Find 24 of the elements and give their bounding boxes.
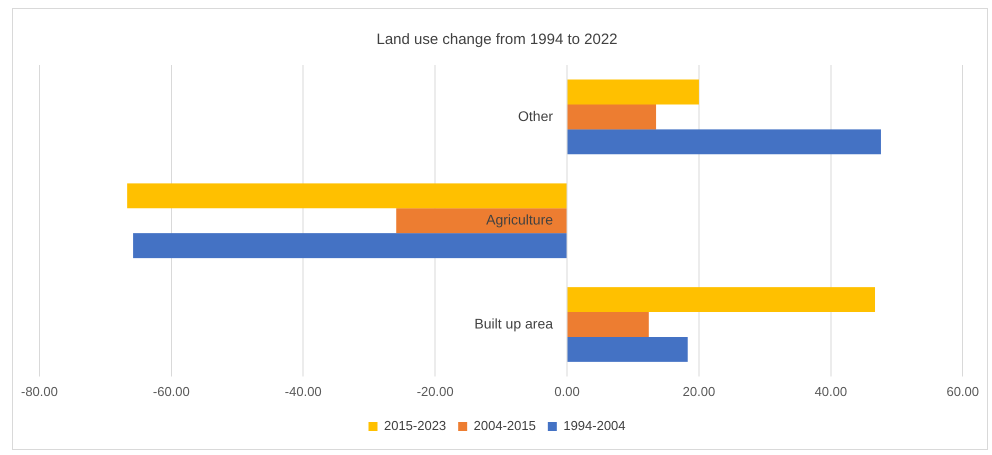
x-tick-label: 60.00 bbox=[946, 384, 980, 399]
x-tick-label: 0.00 bbox=[554, 384, 580, 399]
legend-label: 2004-2015 bbox=[474, 418, 536, 434]
x-tick-label: -80.00 bbox=[20, 384, 58, 399]
chart-title: Land use change from 1994 to 2022 bbox=[376, 31, 618, 48]
y-tick-label: Agriculture bbox=[486, 212, 554, 228]
legend-label: 1994-2004 bbox=[563, 418, 626, 434]
x-tick-label: 40.00 bbox=[814, 384, 848, 399]
bar bbox=[127, 183, 567, 208]
bar bbox=[568, 312, 649, 337]
bar bbox=[568, 104, 656, 130]
y-tick-label: Built up area bbox=[474, 315, 554, 332]
bar bbox=[568, 129, 881, 154]
x-tick-label: -40.00 bbox=[284, 384, 322, 399]
y-tick-label: Other bbox=[518, 108, 554, 124]
bar bbox=[568, 80, 699, 104]
bar bbox=[396, 208, 567, 234]
bar bbox=[568, 287, 876, 312]
x-tick-label: -20.00 bbox=[416, 384, 454, 399]
x-tick-label: 20.00 bbox=[682, 384, 716, 399]
bar bbox=[133, 233, 567, 258]
x-tick-label: -60.00 bbox=[152, 384, 190, 399]
legend-label: 2015-2023 bbox=[384, 418, 446, 434]
bar bbox=[568, 336, 688, 362]
